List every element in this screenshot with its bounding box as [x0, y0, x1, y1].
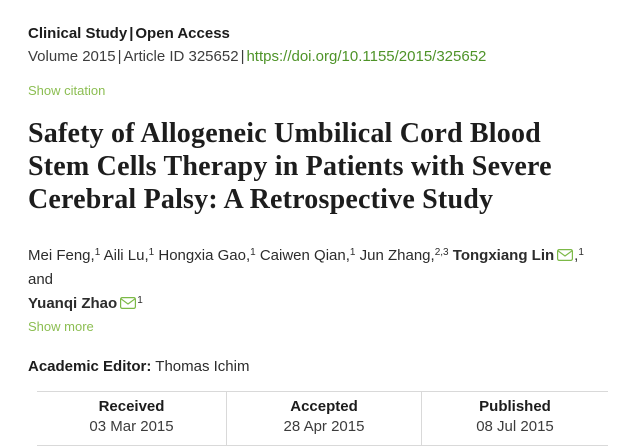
author-affiliation-superscript: 1 [148, 247, 155, 258]
published-date: 08 Jul 2015 [476, 418, 554, 435]
author-name: Jun Zhang [359, 247, 431, 264]
author: Jun Zhang,2,3 [359, 247, 449, 264]
author-affiliation-superscript: 2,3 [434, 247, 449, 258]
received-date: 03 Mar 2015 [89, 418, 174, 435]
academic-editor-name: Thomas Ichim [155, 358, 250, 375]
show-more-link[interactable]: Show more [28, 319, 94, 334]
article-type-line: Clinical Study | Open Access [28, 26, 608, 42]
author-affiliation-superscript: 1 [250, 247, 256, 258]
separator-pipe: | [240, 48, 245, 65]
author: Aili Lu,1 [103, 247, 155, 264]
author: Yuanqi Zhao 1 [28, 295, 143, 312]
separator-pipe: | [129, 25, 134, 42]
show-citation-link[interactable]: Show citation [28, 83, 106, 98]
academic-editor-line: Academic Editor: Thomas Ichim [28, 358, 608, 375]
dates-table: Received 03 Mar 2015 Accepted 28 Apr 201… [37, 391, 608, 446]
authors-list: Mei Feng,1 Aili Lu,1 Hongxia Gao,1 Caiwe… [28, 247, 584, 312]
article-type-label: Clinical Study [28, 25, 128, 42]
article-title: Safety of Allogeneic Umbilical Cord Bloo… [28, 117, 608, 216]
author-name: Tongxiang Lin [452, 247, 555, 264]
received-cell: Received 03 Mar 2015 [37, 392, 226, 445]
received-label: Received [98, 398, 165, 415]
title-line-3: Cerebral Palsy: A Retrospective Study [28, 184, 494, 215]
separator-pipe: | [117, 48, 122, 65]
article-id-label: Article ID 325652 [123, 48, 239, 65]
volume-line: Volume 2015 | Article ID 325652 | https://do… [28, 49, 608, 65]
author-affiliation-superscript: 1 [349, 247, 356, 258]
title-line-2: Stem Cells Therapy in Patients with Seve… [28, 151, 552, 182]
published-label: Published [479, 398, 551, 415]
academic-editor-label: Academic Editor: [28, 358, 152, 375]
author: Tongxiang Lin ,1 [452, 247, 584, 264]
author-affiliation-superscript: 1 [137, 295, 143, 306]
author-name: Hongxia Gao [158, 247, 246, 264]
email-envelope-icon[interactable] [120, 297, 137, 310]
open-access-label: Open Access [135, 25, 230, 42]
email-envelope-icon[interactable] [557, 249, 574, 262]
author-name: Mei Feng [28, 247, 91, 264]
author-affiliation-superscript: 1 [94, 247, 101, 258]
accepted-date: 28 Apr 2015 [283, 418, 365, 435]
published-cell: Published 08 Jul 2015 [421, 392, 608, 445]
author-name: Yuanqi Zhao [28, 295, 118, 312]
accepted-cell: Accepted 28 Apr 2015 [226, 392, 421, 445]
volume-label: Volume 2015 [28, 48, 116, 65]
accepted-label: Accepted [290, 398, 358, 415]
author: Caiwen Qian,1 [259, 247, 356, 264]
author-affiliation-superscript: 1 [578, 247, 584, 258]
author-name: Caiwen Qian [259, 247, 346, 264]
author: Mei Feng,1 [28, 247, 101, 264]
author: Hongxia Gao,1 [158, 247, 256, 264]
doi-link[interactable]: https://doi.org/10.1155/2015/325652 [246, 48, 487, 65]
title-line-1: Safety of Allogeneic Umbilical Cord Bloo… [28, 118, 541, 149]
author-name: Aili Lu [103, 247, 145, 264]
